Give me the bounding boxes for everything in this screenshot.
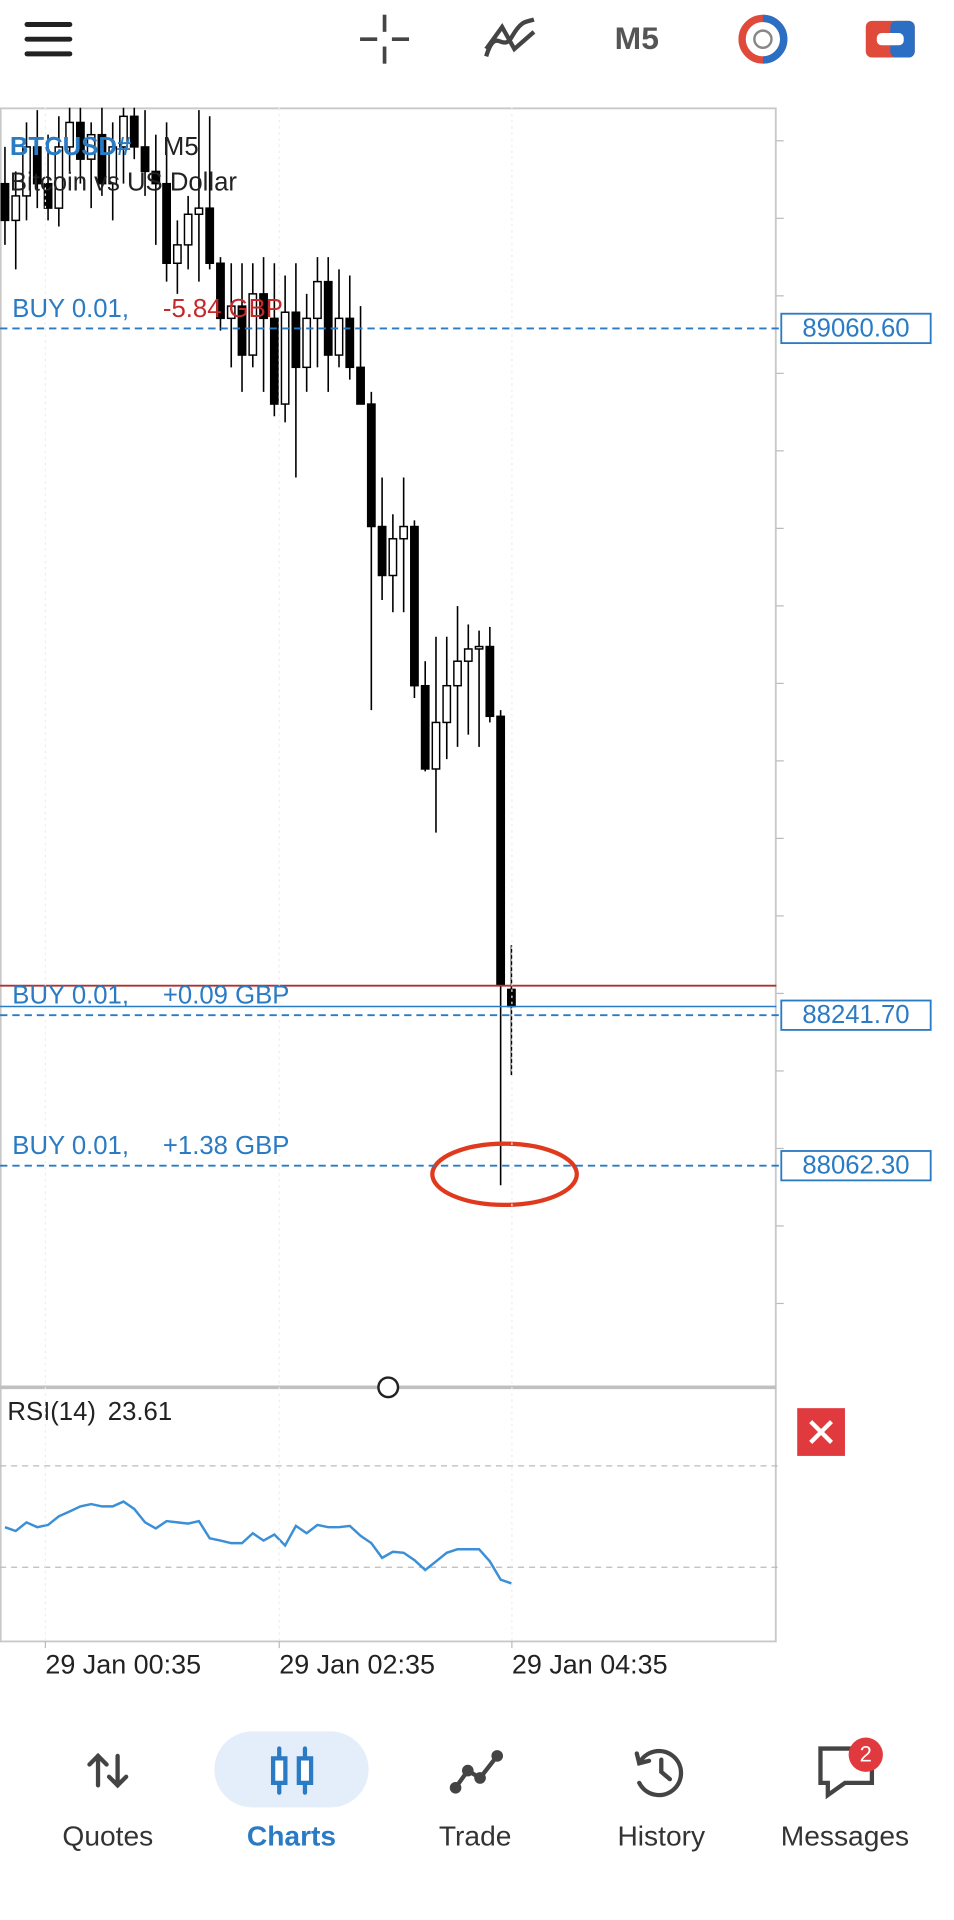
- candle-body: [97, 133, 107, 185]
- candle-body: [151, 170, 161, 185]
- symbol-timeframe: M5: [163, 133, 199, 161]
- candle-body: [237, 305, 247, 356]
- candle-body: [205, 207, 215, 264]
- nav-label[interactable]: Quotes: [62, 1820, 153, 1851]
- time-label: 29 Jan 02:35: [279, 1650, 435, 1680]
- candle-body: [86, 133, 96, 160]
- time-label: 29 Jan 00:35: [45, 1650, 201, 1680]
- rsi-value: 23.61: [108, 1398, 172, 1426]
- indicators-button[interactable]: [484, 17, 536, 57]
- order-label: BUY 0.01,: [12, 295, 129, 323]
- order-price-box: [780, 999, 932, 1031]
- candle-body: [183, 213, 193, 246]
- nav-label[interactable]: Messages: [781, 1820, 909, 1851]
- candle-body: [485, 645, 495, 718]
- rsi-line: [4, 1500, 512, 1585]
- nav-label[interactable]: Trade: [439, 1820, 512, 1851]
- badge: [848, 1737, 883, 1772]
- timeframe-button[interactable]: M5: [615, 20, 659, 56]
- toolbar: M5: [24, 14, 915, 64]
- symbol: BTCUSD#: [10, 133, 131, 161]
- candle-body: [140, 146, 150, 173]
- objects-button[interactable]: [738, 14, 788, 64]
- time-axis: 29 Jan 00:35 29 Jan 02:35 29 Jan 04:35: [44, 107, 668, 1680]
- candle-body: [269, 317, 279, 405]
- candle-body: [323, 280, 333, 356]
- order-price: 89060.60: [802, 314, 909, 342]
- candle-body: [119, 115, 128, 148]
- candle-body: [162, 182, 171, 264]
- candle-body: [280, 311, 290, 405]
- symbol-description: Bitcoin vs US Dollar: [10, 168, 238, 196]
- candle-body: [22, 146, 31, 197]
- candle-body: [54, 146, 64, 209]
- order-profit: -5.84 GBP: [163, 295, 283, 323]
- candle-body: [11, 195, 21, 222]
- candle-body: [65, 121, 75, 148]
- rsi-close-button[interactable]: [797, 1408, 845, 1456]
- order-label: BUY 0.01,: [12, 982, 129, 1010]
- candle-body: [302, 317, 312, 369]
- candle-body: [108, 146, 118, 185]
- crosshair-button[interactable]: [360, 14, 410, 64]
- candle-body: [431, 721, 441, 770]
- price-scale-ticks: [776, 140, 784, 1305]
- candle-body: [474, 645, 484, 650]
- candle-body: [226, 305, 236, 320]
- nav-label[interactable]: Charts: [247, 1820, 336, 1851]
- chart-frame: [0, 107, 777, 1643]
- candle-body: [43, 182, 53, 209]
- nav-label[interactable]: History: [617, 1820, 706, 1851]
- candle-body: [356, 366, 365, 405]
- candle-body: [216, 262, 225, 320]
- candle-body: [129, 115, 139, 148]
- candle-body: [172, 244, 182, 264]
- main-pane: [0, 107, 777, 1186]
- candle-body: [334, 317, 344, 356]
- candle-body: [32, 146, 42, 185]
- active-tab-highlight: [214, 1731, 369, 1808]
- nav-icons: [87, 1746, 875, 1800]
- candle-body: [388, 538, 398, 577]
- candle-body: [399, 525, 409, 540]
- resize-handle[interactable]: [377, 1376, 400, 1399]
- annotation-ellipse: [430, 1141, 579, 1208]
- bottom-nav: Quotes Charts Trade History Messages: [62, 1820, 909, 1851]
- order-price-box: [780, 1150, 932, 1182]
- order-price: 88062.30: [802, 1152, 909, 1180]
- candle-body: [442, 684, 452, 724]
- order-price: 88241.70: [802, 1001, 909, 1029]
- candle-body: [420, 684, 430, 770]
- candle-body: [248, 293, 258, 356]
- candle-body: [0, 182, 10, 222]
- badge-count: 2: [860, 1742, 872, 1767]
- candle-body: [496, 715, 506, 987]
- candle-body: [194, 207, 204, 216]
- rsi-name: RSI(14): [7, 1398, 96, 1426]
- candle-body: [377, 525, 387, 577]
- order-price-box: [780, 312, 932, 345]
- order-profit: +0.09 GBP: [163, 982, 289, 1010]
- time-label: 29 Jan 04:35: [512, 1650, 668, 1680]
- rsi-pane: RSI(14) 23.61: [0, 1398, 782, 1585]
- order-label: BUY 0.01,: [12, 1132, 129, 1160]
- menu-button[interactable]: [24, 22, 73, 57]
- candle-body: [259, 293, 268, 320]
- order-profit: +1.38 GBP: [163, 1132, 289, 1160]
- candle-body: [345, 317, 355, 369]
- trade-button[interactable]: [865, 20, 915, 58]
- candle-body: [453, 660, 462, 687]
- candle-body: [366, 403, 376, 528]
- candle-body: [313, 280, 322, 320]
- candle-body: [75, 121, 85, 160]
- candle-body: [410, 525, 419, 687]
- candle-body: [463, 648, 473, 662]
- candle-body: [291, 311, 301, 369]
